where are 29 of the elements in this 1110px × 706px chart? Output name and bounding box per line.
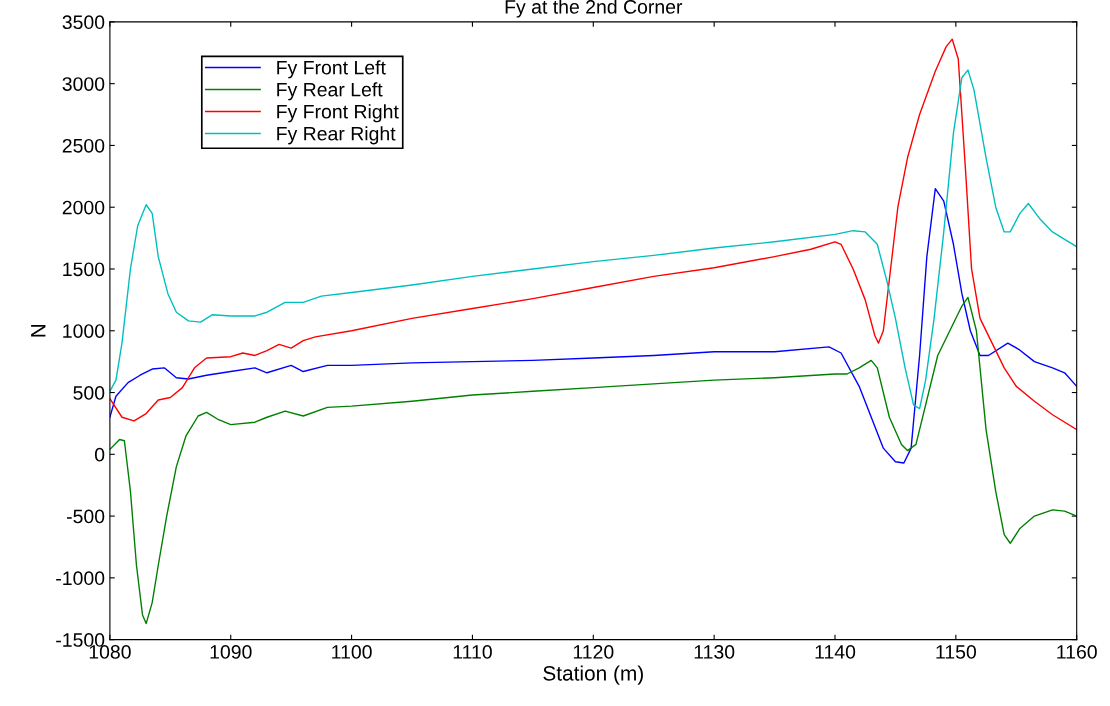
x-tick-label: 1120 [573, 645, 614, 659]
y-tick-label: -1000 [56, 571, 105, 586]
y-tick-label: -500 [66, 509, 105, 524]
y-tick-label: 1000 [63, 324, 105, 338]
legend-label: Fy Rear Left [277, 82, 383, 101]
y-tick-label: 0 [94, 447, 105, 462]
x-axis-title: Station (m) [543, 665, 643, 685]
y-tick-label: 3500 [62, 15, 105, 30]
y-tick-label: 2000 [62, 200, 105, 215]
line-series [109, 187, 1077, 464]
legend-label: Fy Rear Right [277, 126, 396, 145]
y-tick-label: 2500 [62, 138, 105, 153]
y-tick-label: 1500 [63, 262, 105, 277]
y-tick-label: -1500 [56, 633, 105, 647]
chart-title: Fy at the 2nd Corner [505, 0, 683, 18]
y-axis-title: N [31, 324, 46, 337]
x-tick-label: 1140 [815, 645, 856, 659]
x-tick-label: 1090 [210, 645, 252, 659]
x-tick-label: 1160 [1057, 645, 1097, 659]
line-series [109, 296, 1077, 625]
y-tick-label: 500 [73, 386, 105, 400]
x-tick-label: 1080 [89, 645, 131, 659]
x-tick-label: 1130 [694, 645, 735, 659]
y-tick-label: 3000 [62, 77, 105, 91]
x-tick-label: 1100 [332, 645, 372, 659]
legend-label: Fy Front Left [277, 60, 386, 79]
x-tick-label: 1150 [936, 645, 976, 659]
legend-label: Fy Front Right [277, 104, 399, 123]
x-tick-label: 1110 [453, 645, 492, 659]
